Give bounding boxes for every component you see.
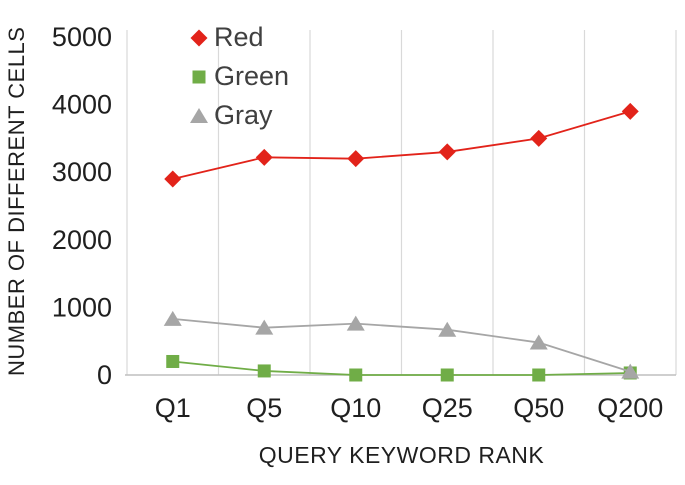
green-square-icon [192,70,206,83]
series-line-gray [172,317,631,373]
y-tick-label: 5000 [52,22,112,52]
x-axis-title: QUERY KEYWORD RANK [258,442,545,468]
legend-item-red: Red [186,24,289,51]
marker-red-q25 [438,143,456,161]
y-tick-label: 3000 [52,157,112,187]
marker-red-q200 [621,102,639,120]
y-tick-label: 2000 [52,225,112,255]
series-line-red [172,110,631,180]
marker-red-q5 [255,148,273,166]
diamond-glyph [190,29,208,46]
marker-red-q10 [347,150,365,168]
legend-label-red: Red [214,22,264,52]
marker-green-q25 [440,368,454,382]
marker-red-q1 [164,170,182,188]
marker-gray-q10 [346,315,365,331]
marker-gray-q200 [621,363,640,379]
y-tick-label: 0 [97,360,112,390]
legend: Red Green Gray [186,24,289,129]
x-tick-label: Q5 [246,393,282,423]
y-tick-label: 1000 [52,292,112,322]
legend-label-green: Green [214,61,290,91]
x-tick-label: Q25 [422,393,473,423]
marker-gray-q25 [438,321,457,337]
marker-green-q1 [166,354,180,368]
marker-green-q10 [349,368,363,382]
legend-label-gray: Gray [214,100,273,130]
marker-gray-q5 [255,319,274,335]
triangle-glyph [190,107,208,123]
marker-gray-q50 [529,334,548,350]
x-tick-label: Q200 [597,393,663,423]
y-tick-label: 4000 [52,90,112,120]
marker-red-q50 [530,129,548,147]
gray-triangle-icon [190,107,208,123]
square-glyph [192,70,206,83]
legend-item-gray: Gray [186,102,289,129]
legend-item-green: Green [186,63,289,90]
red-diamond-icon [190,29,208,46]
x-tick-label: Q10 [330,393,381,423]
x-tick-label: Q1 [155,393,191,423]
x-tick-label: Q50 [513,393,564,423]
series-line-green [172,360,631,376]
marker-green-q50 [532,368,546,382]
marker-green-q5 [257,364,271,378]
marker-gray-q1 [163,310,182,326]
